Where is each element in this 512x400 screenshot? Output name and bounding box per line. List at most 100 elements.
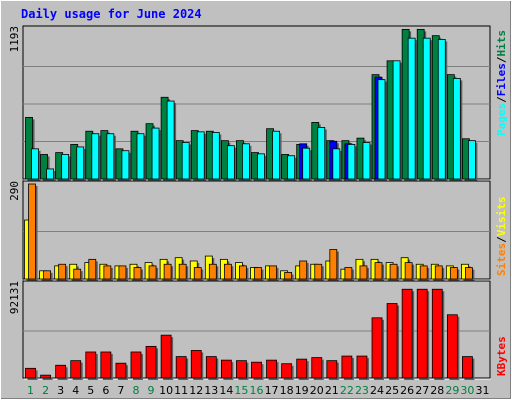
bar-sites-26 [404,262,413,280]
x-tick-label-27: 27 [415,384,429,397]
bar-kbytes-1 [25,367,36,379]
x-tick-label-20: 20 [310,384,324,397]
bar-kbytes-14 [220,359,232,379]
bar-sites-18 [284,272,293,280]
bar-pages-25 [392,60,401,180]
bar-sites-8 [133,267,142,280]
bar-pages-29 [452,78,461,180]
bar-pages-23 [362,142,371,180]
bar-kbytes-17 [266,359,277,379]
bar-kbytes-22 [341,355,353,379]
bar-sites-28 [434,265,443,280]
ymax-label-pages_files_hits: 1193 [8,26,21,53]
x-tick-label-17: 17 [265,384,279,397]
bar-sites-5 [88,258,97,280]
bar-sites-2 [43,270,51,280]
bar-kbytes-8 [130,351,142,379]
x-tick-label-14: 14 [219,384,233,397]
legend-item-files: Files [495,63,508,96]
x-tick-label-25: 25 [385,384,399,397]
bar-pages-17 [272,130,280,180]
bar-kbytes-13 [205,356,217,379]
bar-kbytes-6 [100,351,112,379]
bar-sites-29 [449,267,458,280]
bar-sites-13 [208,263,217,280]
bar-kbytes-21 [326,360,338,379]
bar-pages-18 [287,155,296,180]
chart-title: Daily usage for June 2024 [21,7,202,21]
x-tick-label-28: 28 [430,384,444,397]
bar-hits-2 [40,154,48,180]
ymax-label-sites_visits: 290 [8,181,21,201]
x-tick-label-29: 29 [445,384,459,397]
bar-pages-9 [151,127,160,180]
bar-pages-27 [422,37,431,180]
bar-sites-4 [73,268,82,280]
legend-item-sites: Sites [495,243,508,276]
x-tick-label-18: 18 [280,384,294,397]
bar-sites-30 [465,267,473,280]
legend-kbytes: KBytes [495,336,508,376]
x-tick-label-5: 5 [87,384,94,397]
bar-sites-22 [344,267,353,280]
legend-separator: / [495,236,508,243]
bar-sites-6 [103,265,112,280]
bar-hits-1 [25,116,33,180]
bar-pages-12 [196,131,205,180]
x-tick-label-21: 21 [325,384,339,397]
x-tick-label-3: 3 [57,384,64,397]
bar-sites-7 [118,265,127,280]
bar-pages-28 [437,39,446,180]
bar-pages-30 [468,140,476,180]
bar-kbytes-15 [236,360,247,379]
bar-kbytes-2-shadow [42,377,53,380]
bar-pages-2 [46,168,54,180]
legend-item-hits: Hits [495,30,508,57]
bar-pages-22 [347,144,356,180]
legend-separator: / [495,96,508,103]
x-tick-label-9: 9 [148,384,155,397]
bar-sites-24 [374,262,383,280]
bar-pages-19 [302,147,311,180]
bar-sites-15 [239,265,247,280]
x-tick-label-12: 12 [189,384,203,397]
bar-pages-24 [377,79,386,180]
bar-pages-26 [407,37,416,180]
x-tick-label-7: 7 [117,384,124,397]
bar-sites-23 [359,265,368,280]
bar-kbytes-23 [356,355,368,379]
bar-pages-11 [181,142,190,180]
bar-kbytes-29 [446,314,458,379]
bar-sites-3 [58,263,67,280]
bar-pages-21 [332,148,341,180]
x-tick-label-24: 24 [370,384,384,397]
legend-item-visits: Visits [495,197,508,237]
x-tick-label-16: 16 [250,384,264,397]
legend-pages_files_hits: Pages/Files/Hits [495,30,508,136]
bar-kbytes-25 [386,303,398,379]
bar-sites-12 [193,267,202,280]
bar-pages-4 [76,146,85,180]
bar-pages-14 [226,145,235,180]
bar-sites-14 [223,263,232,280]
bar-kbytes-5 [85,351,97,379]
bar-sites-16 [254,267,262,280]
bar-kbytes-24 [371,317,383,379]
bar-pages-8 [136,133,145,180]
bar-sites-20 [314,263,323,280]
x-tick-label-22: 22 [340,384,354,397]
bar-kbytes-18 [281,363,293,379]
bar-pages-16 [257,153,265,180]
x-tick-label-23: 23 [355,384,369,397]
bar-kbytes-16 [251,361,262,379]
x-tick-label-4: 4 [72,384,79,397]
bar-pages-6 [106,133,115,180]
x-tick-label-2: 2 [42,384,49,397]
bar-kbytes-26 [401,288,413,379]
bar-pages-7 [121,150,130,180]
bar-kbytes-28 [431,288,443,379]
bar-sites-21 [329,249,338,280]
bar-pages-15 [242,143,250,180]
